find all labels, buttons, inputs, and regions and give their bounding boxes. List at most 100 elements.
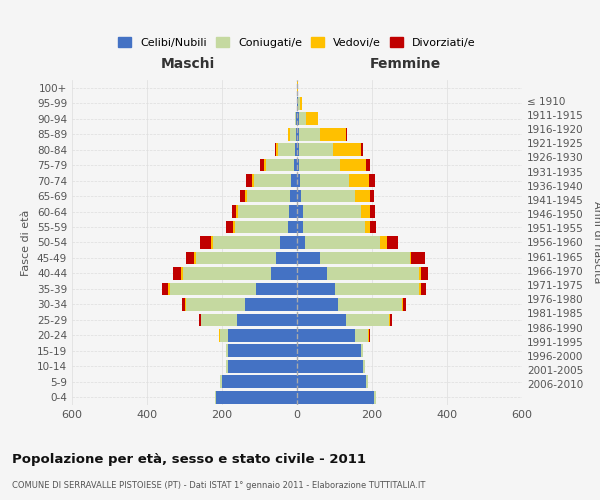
Bar bbox=[297, 190, 301, 202]
Bar bbox=[196, 252, 277, 264]
Bar bbox=[419, 282, 421, 296]
Bar bbox=[380, 236, 387, 249]
Bar bbox=[301, 190, 355, 202]
Bar bbox=[254, 174, 292, 187]
Bar bbox=[317, 112, 319, 125]
Bar bbox=[389, 314, 392, 326]
Bar bbox=[182, 298, 185, 310]
Bar bbox=[361, 144, 362, 156]
Bar bbox=[287, 220, 297, 234]
Bar bbox=[232, 205, 236, 218]
Bar bbox=[252, 174, 254, 187]
Bar bbox=[327, 267, 419, 280]
Bar bbox=[355, 329, 368, 342]
Text: Popolazione per età, sesso e stato civile - 2011: Popolazione per età, sesso e stato civil… bbox=[12, 452, 366, 466]
Bar bbox=[292, 174, 297, 187]
Bar bbox=[349, 174, 370, 187]
Bar bbox=[278, 144, 295, 156]
Bar bbox=[239, 190, 245, 202]
Text: Femmine: Femmine bbox=[370, 58, 442, 71]
Bar bbox=[271, 267, 297, 280]
Bar bbox=[369, 329, 370, 342]
Bar bbox=[320, 128, 346, 140]
Bar bbox=[297, 314, 346, 326]
Bar bbox=[185, 298, 187, 310]
Bar bbox=[365, 220, 370, 234]
Bar bbox=[199, 314, 200, 326]
Bar bbox=[297, 205, 302, 218]
Bar bbox=[260, 159, 264, 172]
Bar bbox=[374, 391, 376, 404]
Bar bbox=[162, 282, 167, 296]
Bar bbox=[297, 236, 305, 249]
Bar bbox=[370, 205, 374, 218]
Bar bbox=[296, 112, 297, 125]
Bar bbox=[211, 236, 212, 249]
Bar bbox=[217, 391, 297, 404]
Bar bbox=[355, 190, 370, 202]
Bar bbox=[194, 252, 196, 264]
Bar bbox=[298, 97, 299, 110]
Bar bbox=[297, 267, 327, 280]
Bar bbox=[220, 376, 222, 388]
Bar bbox=[387, 236, 398, 249]
Bar bbox=[235, 220, 287, 234]
Bar bbox=[402, 298, 403, 310]
Bar bbox=[361, 205, 370, 218]
Bar bbox=[302, 205, 361, 218]
Bar bbox=[167, 282, 170, 296]
Bar bbox=[299, 112, 307, 125]
Bar bbox=[403, 298, 406, 310]
Bar bbox=[346, 128, 347, 140]
Bar bbox=[370, 220, 376, 234]
Bar bbox=[307, 112, 317, 125]
Bar bbox=[277, 144, 278, 156]
Bar bbox=[297, 344, 361, 357]
Bar bbox=[299, 144, 332, 156]
Text: COMUNE DI SERRAVALLE PISTOIESE (PT) - Dati ISTAT 1° gennaio 2011 - Elaborazione : COMUNE DI SERRAVALLE PISTOIESE (PT) - Da… bbox=[12, 481, 425, 490]
Bar bbox=[297, 360, 362, 372]
Bar bbox=[227, 329, 297, 342]
Bar bbox=[297, 329, 355, 342]
Bar bbox=[320, 252, 409, 264]
Bar bbox=[247, 190, 290, 202]
Bar bbox=[187, 252, 194, 264]
Bar bbox=[237, 314, 297, 326]
Bar bbox=[266, 159, 294, 172]
Bar bbox=[218, 329, 220, 342]
Bar bbox=[199, 236, 211, 249]
Bar bbox=[297, 159, 299, 172]
Bar bbox=[215, 391, 217, 404]
Bar bbox=[256, 282, 297, 296]
Bar bbox=[297, 128, 299, 140]
Bar bbox=[226, 344, 227, 357]
Bar bbox=[346, 314, 389, 326]
Bar bbox=[173, 267, 181, 280]
Y-axis label: Anni di nascita: Anni di nascita bbox=[592, 201, 600, 284]
Bar bbox=[421, 282, 427, 296]
Bar bbox=[212, 236, 280, 249]
Text: Maschi: Maschi bbox=[161, 58, 215, 71]
Bar bbox=[409, 252, 412, 264]
Bar bbox=[297, 174, 300, 187]
Bar bbox=[335, 282, 419, 296]
Bar bbox=[290, 128, 296, 140]
Bar bbox=[238, 205, 289, 218]
Y-axis label: Fasce di età: Fasce di età bbox=[22, 210, 31, 276]
Bar bbox=[236, 205, 238, 218]
Bar bbox=[421, 267, 428, 280]
Bar bbox=[299, 159, 340, 172]
Bar bbox=[338, 298, 402, 310]
Bar bbox=[220, 329, 227, 342]
Bar bbox=[419, 267, 421, 280]
Legend: Celibi/Nubili, Coniugati/e, Vedovi/e, Divorziati/e: Celibi/Nubili, Coniugati/e, Vedovi/e, Di… bbox=[115, 34, 479, 51]
Bar bbox=[181, 267, 182, 280]
Bar bbox=[370, 190, 374, 202]
Bar bbox=[182, 267, 271, 280]
Bar bbox=[297, 112, 299, 125]
Bar bbox=[187, 298, 245, 310]
Bar bbox=[295, 144, 297, 156]
Bar bbox=[297, 144, 299, 156]
Bar bbox=[289, 128, 290, 140]
Bar bbox=[295, 112, 296, 125]
